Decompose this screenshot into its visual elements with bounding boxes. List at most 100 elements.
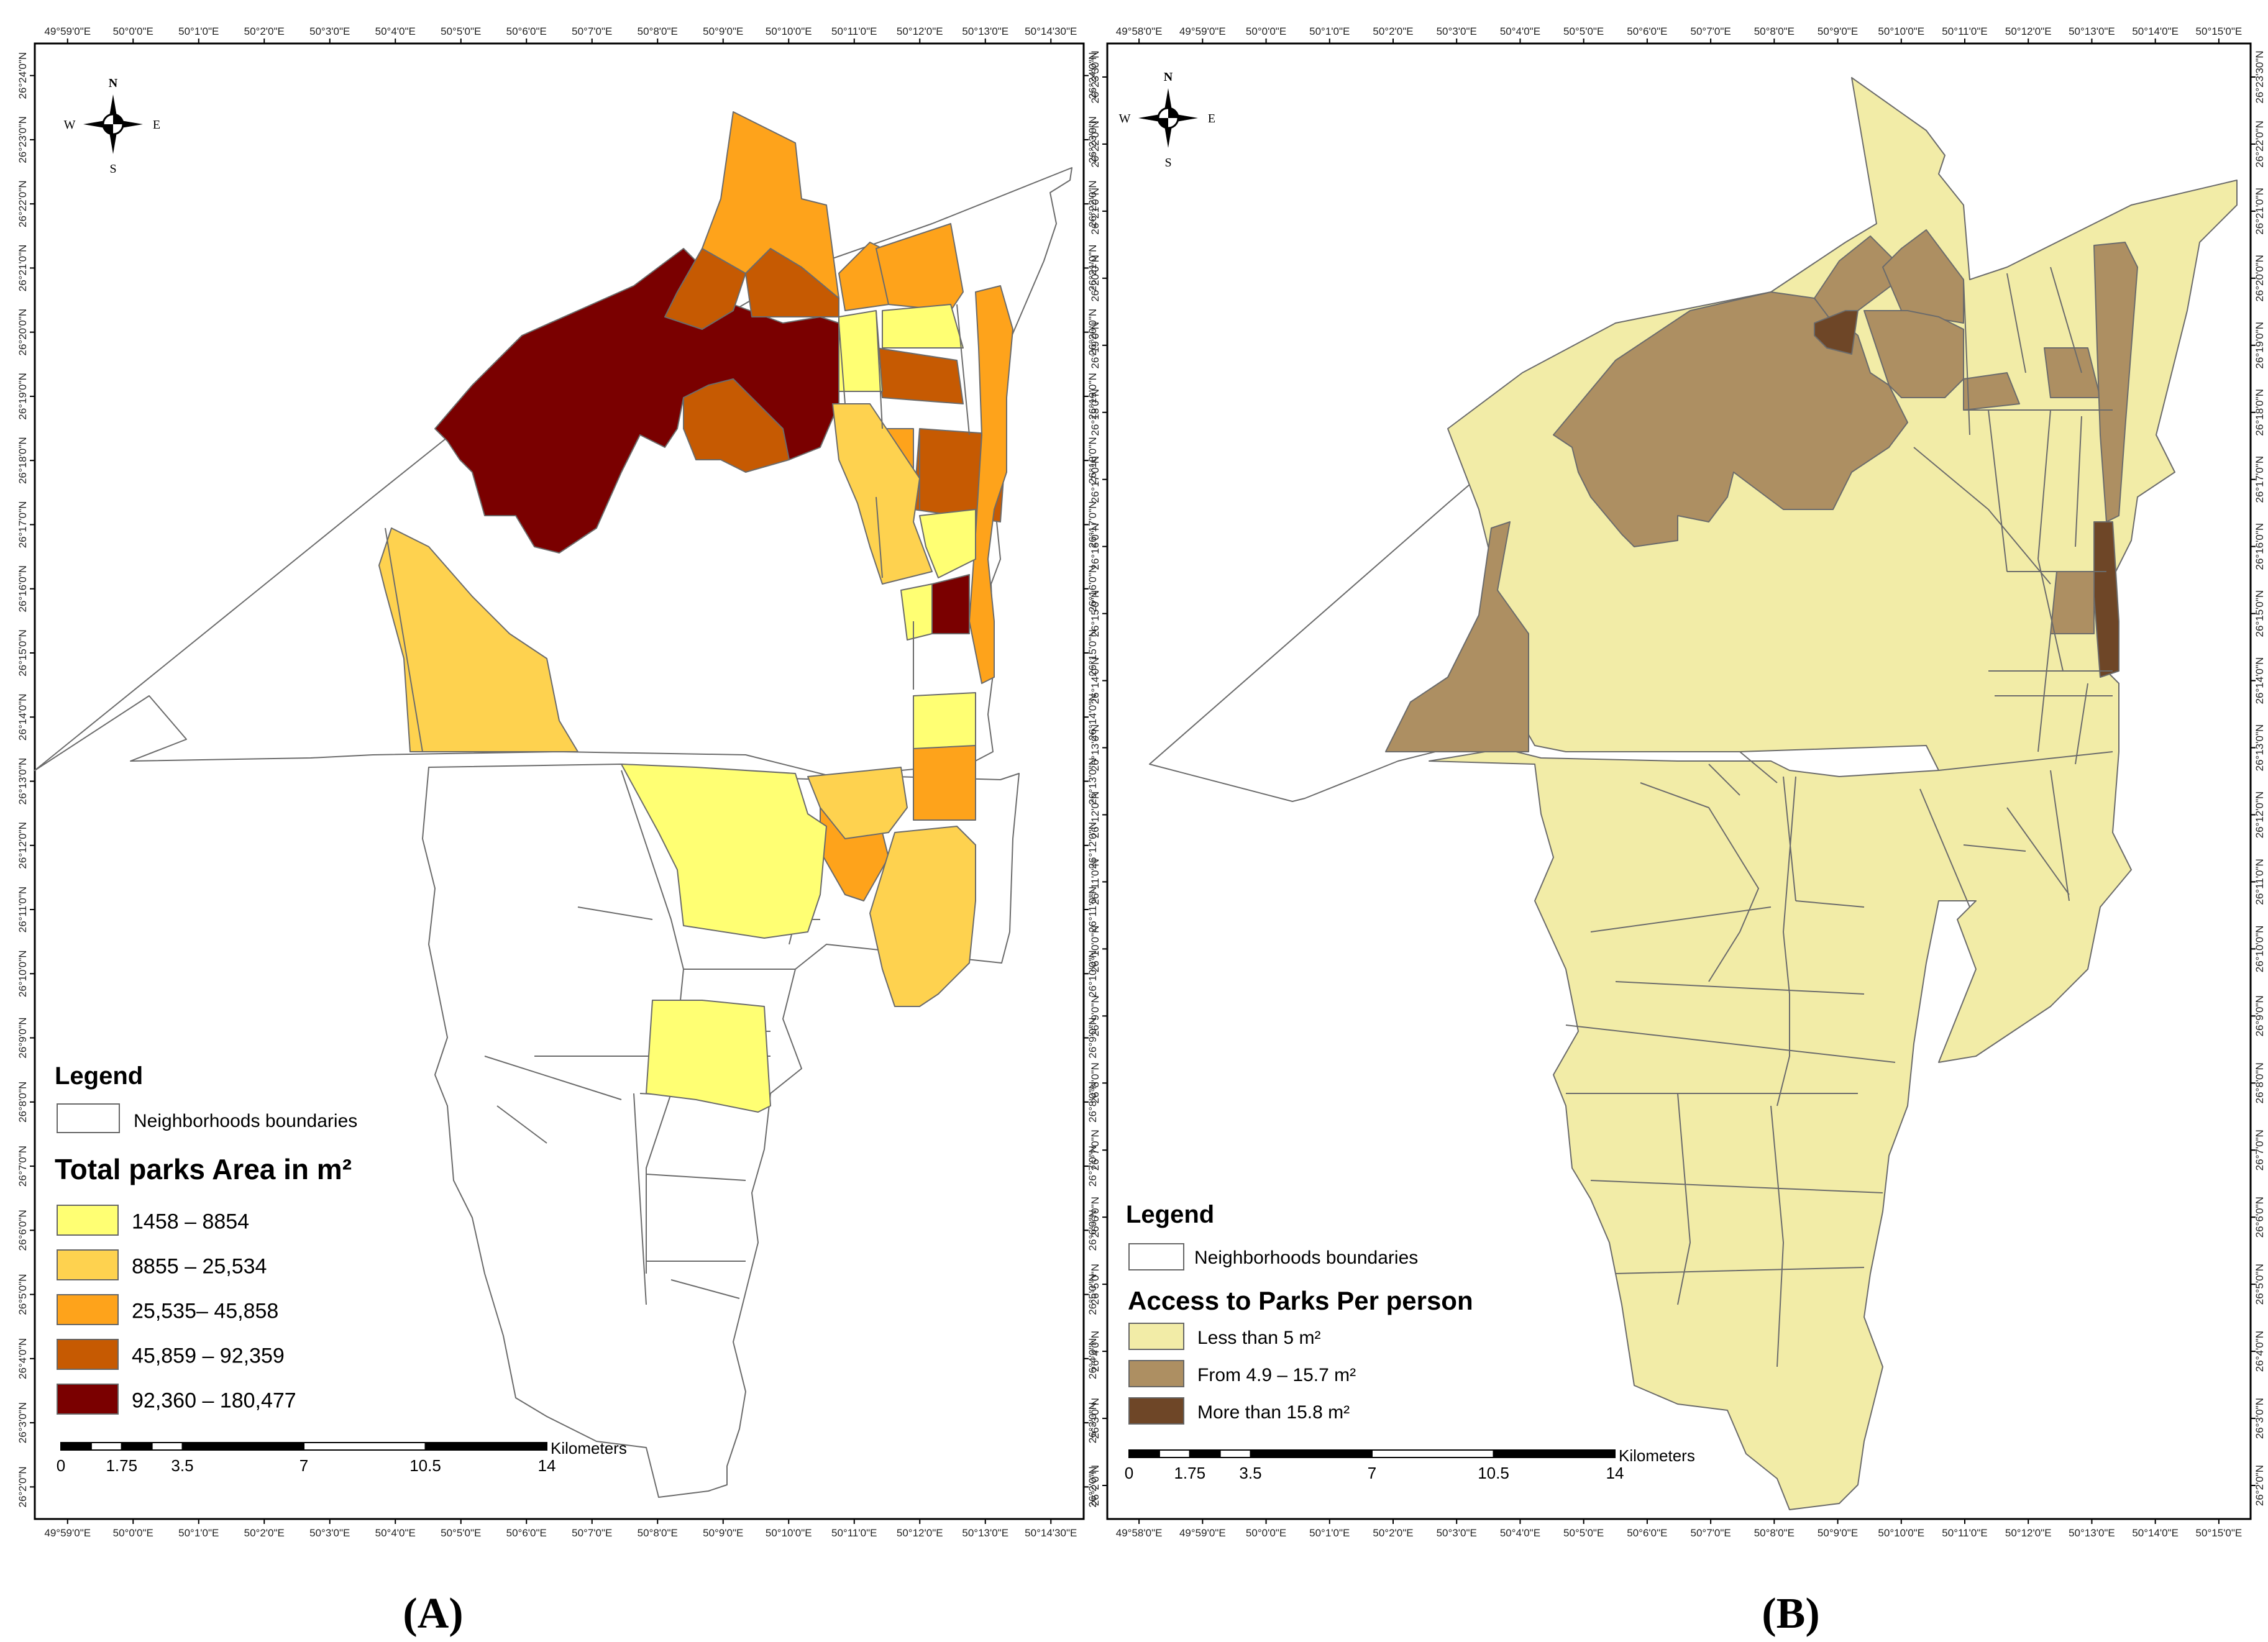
scalebar-segment — [121, 1442, 153, 1451]
lat-tick-label-right: 26°10'0"N — [2254, 926, 2266, 973]
lat-tick-label-right: 26°23'30"N — [2254, 50, 2266, 103]
panel-b: 49°58'0"E 49°59'0"E 50°0'0"E 50°1'0"E 50°2'0… — [1089, 25, 2266, 1638]
lat-tick-label-left: 26°5'0"N — [17, 1274, 29, 1315]
lat-tick-label-left: 26°19'0"N — [17, 373, 29, 420]
boundary-lines-b — [1565, 267, 2113, 1367]
district-b-dark-2 — [2093, 521, 2119, 678]
lon-tick-label-top: 50°10'0"E — [1878, 25, 1924, 37]
scalebar-label: 3.5 — [171, 1456, 193, 1475]
lon-tick-label-top: 50°9'0"E — [703, 25, 743, 37]
lat-tick-label-right: 26°2'0"N — [2254, 1465, 2266, 1506]
boundary-lines-north — [385, 304, 970, 752]
lon-tick-label-bottom: 49°58'0"E — [1116, 1527, 1163, 1539]
lon-tick-label-bottom: 50°15'0"E — [2196, 1527, 2243, 1539]
lon-tick-label-top: 49°59'0"E — [1179, 25, 1226, 37]
lat-tick-label-left: 26°15'0"N — [17, 629, 29, 677]
scalebar-label: 1.75 — [106, 1456, 137, 1475]
lat-tick-label-left: 26°2'0"N — [17, 1466, 29, 1507]
scalebar-label: 10.5 — [409, 1456, 441, 1475]
lat-tick-label-right: 26°4'0"N — [2254, 1331, 2266, 1372]
lat-tick-label-right: 26°7'0"N — [2254, 1129, 2266, 1170]
compass-west-label: W — [64, 118, 76, 132]
lat-tick-label-right: 26°12'0"N — [1087, 822, 1099, 869]
lat-tick-label-right: 26°3'0"N — [1087, 1402, 1099, 1443]
lat-tick-label-left: 26°18'0"N — [1089, 389, 1101, 436]
panel-a-map — [34, 111, 1072, 1498]
lat-tick-label-right: 26°18'0"N — [1087, 437, 1099, 484]
lat-tick-label-right: 26°13'0"N — [1087, 758, 1099, 805]
lat-tick-label-right: 26°9'0"N — [2254, 995, 2266, 1036]
lat-tick-label-right: 26°20'0"N — [1087, 309, 1099, 356]
lon-tick-label-top: 50°7'0"E — [1690, 25, 1731, 37]
scalebar-label: 7 — [300, 1456, 308, 1475]
lat-tick-label-left: 26°6'0"N — [17, 1210, 29, 1251]
lat-tick-label-left: 26°7'0"N — [1089, 1129, 1101, 1170]
lat-tick-label-left: 26°10'0"N — [17, 950, 29, 997]
lat-tick-label-right: 26°4'0"N — [1087, 1338, 1099, 1379]
legend-class-label: 92,360 – 180,477 — [132, 1389, 296, 1412]
lat-tick-label-left: 26°5'0"N — [1089, 1264, 1101, 1305]
scalebar-segment — [1158, 1449, 1191, 1458]
legend-boundary-swatch — [1128, 1243, 1184, 1270]
lat-tick-label-right: 26°11'0"N — [1087, 887, 1099, 933]
district-a-orange-se1 — [913, 745, 976, 821]
lon-tick-label-top: 50°11'0"E — [831, 25, 877, 37]
legend-heading: Legend — [55, 1062, 143, 1090]
district-a-gold-se2 — [807, 767, 908, 839]
lat-tick-label-left: 26°20'0"N — [1089, 255, 1101, 302]
lon-tick-label-bottom: 49°59'0"E — [44, 1527, 91, 1539]
legend-class-swatch — [57, 1384, 119, 1415]
lon-tick-label-top: 50°3'0"E — [1437, 25, 1477, 37]
district-a-gold-se — [869, 826, 976, 1007]
lon-tick-label-bottom: 50°14'0"E — [2132, 1527, 2179, 1539]
lon-tick-label-top: 50°14'30"E — [1025, 25, 1077, 37]
lon-tick-label-top: 50°11'0"E — [1942, 25, 1987, 37]
legend-class-swatch — [57, 1294, 119, 1325]
lon-tick-label-bottom: 49°59'0"E — [1179, 1527, 1226, 1539]
lat-tick-label-left: 26°10'0"N — [1089, 926, 1101, 973]
lon-tick-label-bottom: 50°2'0"E — [1373, 1527, 1413, 1539]
legend-class-label: Less than 5 m² — [1197, 1328, 1320, 1348]
district-a-yellow-5 — [913, 692, 976, 749]
legend-class-swatch — [57, 1205, 119, 1236]
lon-tick-label-bottom: 50°11'0"E — [1942, 1527, 1987, 1539]
lat-tick-label-right: 26°8'0"N — [1087, 1082, 1099, 1123]
panel-a-compass: N S W E — [64, 76, 161, 176]
lat-tick-label-left: 26°4'0"N — [1089, 1331, 1101, 1372]
lon-tick-label-bottom: 50°11'0"E — [831, 1527, 877, 1539]
lon-tick-label-bottom: 50°9'0"E — [1818, 1527, 1858, 1539]
legend-class-swatch — [1128, 1360, 1184, 1387]
lon-tick-label-top: 50°8'0"E — [638, 25, 678, 37]
scalebar-label: 10.5 — [1478, 1464, 1509, 1482]
scalebar-label: 0 — [1125, 1464, 1133, 1482]
lat-tick-label-left: 26°12'0"N — [17, 822, 29, 869]
district-a-gold-mid — [832, 403, 933, 585]
compass-west-label: W — [1119, 112, 1131, 125]
lat-tick-label-right: 26°21'0"N — [2254, 188, 2266, 235]
lat-tick-label-left: 26°8'0"N — [1089, 1062, 1101, 1103]
lat-tick-label-left: 26°17'0"N — [17, 501, 29, 549]
city-outline-south — [422, 764, 1020, 1498]
legend-class-swatch — [1128, 1397, 1184, 1425]
scalebar-segment — [1371, 1449, 1494, 1458]
scalebar-label: 14 — [1606, 1464, 1624, 1482]
district-b-tan-mid — [1963, 372, 2020, 411]
lon-tick-label-bottom: 50°6'0"E — [1627, 1527, 1667, 1539]
lat-tick-label-left: 26°24'0"N — [17, 52, 29, 99]
legend-class-label: More than 15.8 m² — [1197, 1402, 1350, 1423]
lon-tick-label-bottom: 50°0'0"E — [1246, 1527, 1286, 1539]
lat-tick-label-left: 26°20'0"N — [17, 309, 29, 356]
lat-tick-label-right: 26°10'0"N — [1087, 950, 1099, 997]
lat-tick-label-left: 26°2'0"N — [1089, 1465, 1101, 1506]
district-a-orange-north — [702, 111, 839, 299]
lat-tick-label-right: 26°6'0"N — [1087, 1210, 1099, 1251]
district-a-gold-west — [378, 527, 578, 752]
legend-class-label: From 4.9 – 15.7 m² — [1197, 1365, 1356, 1385]
lat-tick-label-left: 26°3'0"N — [1089, 1398, 1101, 1439]
lon-tick-label-bottom: 50°6'0"E — [506, 1527, 547, 1539]
lat-tick-label-left: 26°12'0"N — [1089, 791, 1101, 839]
lat-tick-label-left: 26°21'0"N — [17, 245, 29, 292]
district-a-yellow-4 — [900, 583, 933, 641]
lon-tick-label-top: 50°8'0"E — [1754, 25, 1795, 37]
